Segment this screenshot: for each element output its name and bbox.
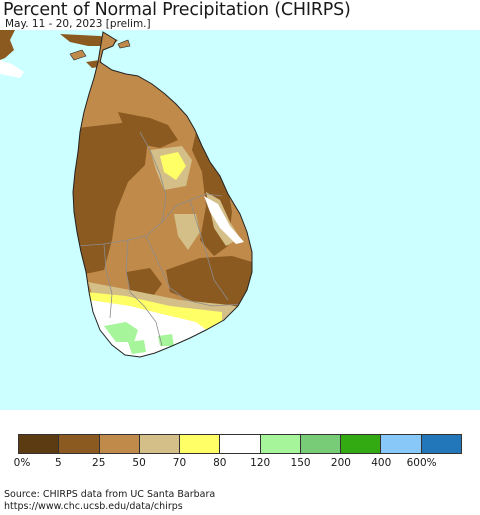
legend-swatch (19, 435, 60, 453)
legend-tick-label: 0% (13, 457, 31, 469)
tan-patch-center (174, 214, 200, 250)
wet-patch-southwest-2 (128, 340, 146, 354)
dry-zone-west (73, 122, 148, 275)
legend-swatch (300, 435, 342, 453)
dry-zone-north (118, 112, 178, 148)
source-credit: Source: CHIRPS data from UC Santa Barbar… (4, 489, 216, 500)
legend-tick-label: 70 (172, 457, 187, 469)
india-coast-shallow (0, 60, 24, 78)
legend-tick-label: 200 (330, 457, 351, 469)
legend-tick-labels: 0% 5 25 50 70 80 120 150 200 400 600% (0, 457, 480, 471)
wet-patch-south (158, 334, 174, 346)
india-coast (0, 30, 15, 60)
legend-tick-label: 400 (371, 457, 392, 469)
legend-swatch (260, 435, 301, 453)
legend-swatch (220, 435, 261, 453)
map-title: Percent of Normal Precipitation (CHIRPS) (3, 0, 351, 20)
legend-swatch (381, 435, 422, 453)
yellow-patch-north (160, 152, 186, 180)
source-url: https://www.chc.ucsb.edu/data/chirps (4, 501, 183, 512)
legend-tick-label: 80 (213, 457, 227, 469)
legend-tick-label: 150 (290, 457, 311, 469)
legend-swatch (99, 435, 140, 453)
legend-tick-label: 50 (132, 457, 146, 469)
legend-swatch (139, 435, 181, 453)
coastline (72, 31, 253, 358)
legend-color-bar (18, 434, 462, 454)
legend-tick-label: 25 (92, 457, 106, 469)
legend-swatch (421, 435, 461, 453)
legend-tick-label: 600% (406, 457, 437, 469)
legend-tick-label: 120 (250, 457, 271, 469)
map-subtitle: May. 11 - 20, 2023 [prelim.] (5, 18, 151, 30)
legend-swatch (180, 435, 221, 453)
offshore-islands (69, 39, 131, 61)
legend-tick-label: 5 (55, 457, 62, 469)
normal-strip-east-coast (204, 196, 244, 244)
wet-patch-southwest-1 (104, 322, 138, 342)
province-boundaries (77, 131, 243, 347)
legend-swatch (59, 435, 100, 453)
precipitation-map (0, 30, 480, 410)
dry-zone-southeast (166, 256, 252, 314)
legend-swatch (341, 435, 382, 453)
